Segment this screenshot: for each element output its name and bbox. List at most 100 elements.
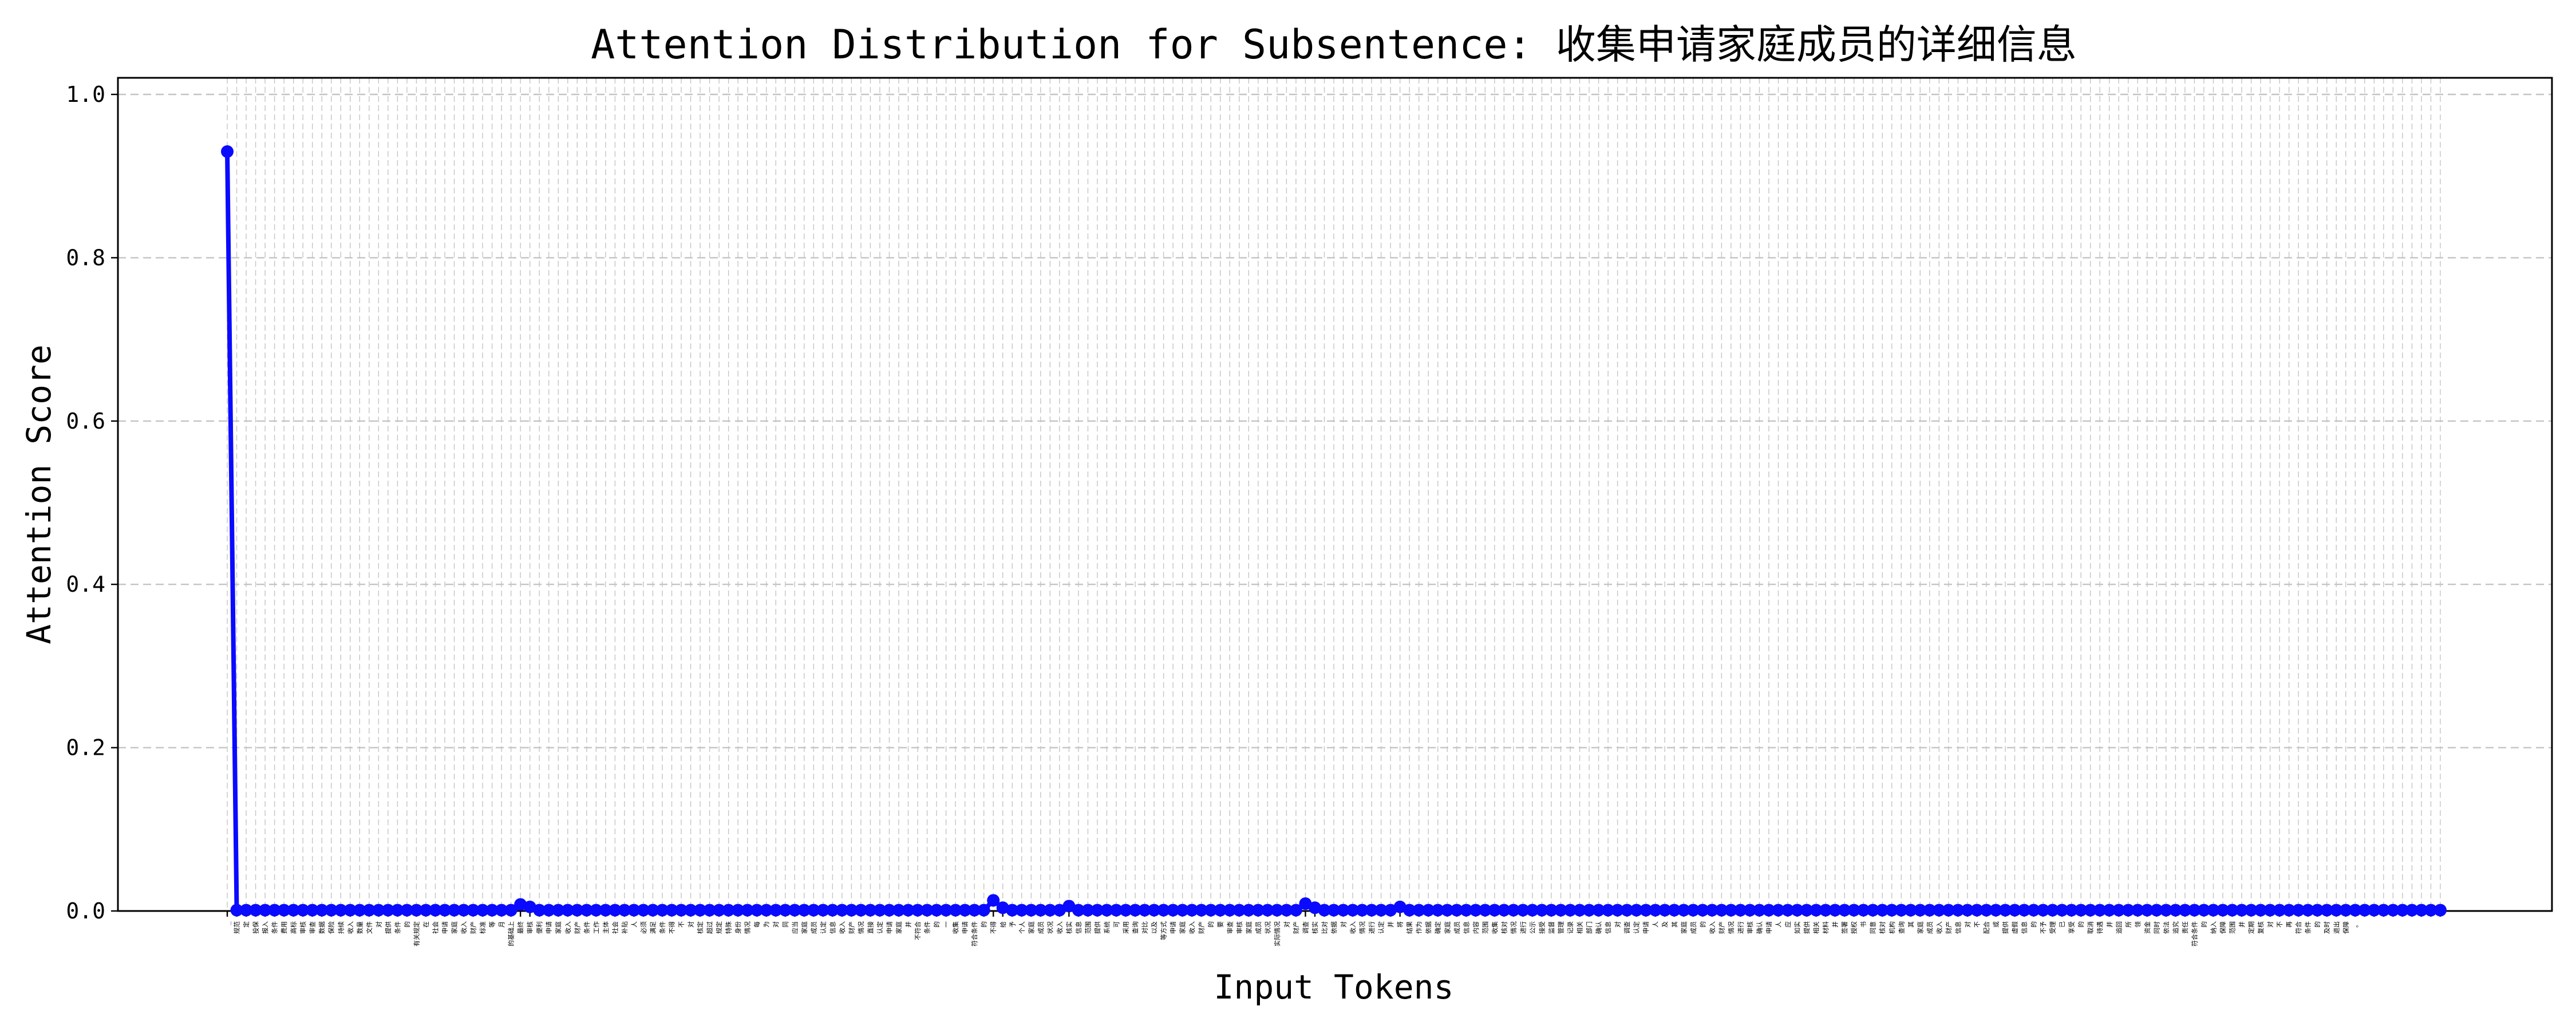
x-tick-label: 对 <box>1282 921 1290 928</box>
data-point <box>2434 904 2447 917</box>
data-point <box>2197 904 2210 917</box>
x-tick-label: 收集 <box>951 921 959 934</box>
x-tick-label: 同意 <box>1869 921 1877 934</box>
data-point <box>2387 904 2400 917</box>
x-tick-label: 申请 <box>886 921 893 934</box>
data-point <box>1516 904 1530 917</box>
x-tick-label: 取消 <box>2087 921 2095 934</box>
data-point <box>1195 904 1208 917</box>
data-point <box>306 904 319 917</box>
x-tick-label: 核定 <box>696 921 704 934</box>
data-point <box>542 904 555 917</box>
data-point <box>571 904 584 917</box>
x-tick-label: 对 <box>1963 921 1971 928</box>
data-point <box>911 904 924 917</box>
data-point <box>779 904 792 917</box>
x-tick-label: 配合 <box>1982 921 1990 934</box>
data-point <box>1129 904 1142 917</box>
x-tick-label: 情况 <box>744 921 752 934</box>
x-tick-label: 标准 <box>479 921 487 934</box>
data-point <box>1592 904 1605 917</box>
x-tick-label: 对 <box>1614 921 1622 928</box>
data-point <box>1214 904 1227 917</box>
data-point <box>2226 904 2239 917</box>
x-tick-label: 信息 <box>1074 921 1082 934</box>
x-tick-label: 特殊 <box>725 921 733 934</box>
data-point <box>1554 904 1567 917</box>
x-tick-label: 家庭 <box>554 921 562 934</box>
data-point <box>1356 904 1369 917</box>
y-tick-label: 0.2 <box>66 735 105 760</box>
data-point <box>2320 904 2333 917</box>
data-point <box>2339 904 2352 917</box>
data-point <box>1507 904 1520 917</box>
x-tick-label: 应当 <box>791 921 799 934</box>
data-point <box>2358 904 2371 917</box>
x-tick-label: 审核 <box>1746 921 1754 934</box>
x-tick-label: 收入 <box>1935 921 1943 934</box>
data-point <box>1053 904 1066 917</box>
x-tick-label: 补贴 <box>621 921 629 934</box>
data-point <box>1148 904 1161 917</box>
x-tick-label: 社会 <box>611 921 619 934</box>
data-point <box>1724 904 1737 917</box>
data-point <box>552 904 565 917</box>
data-point <box>1800 904 1814 917</box>
data-point <box>476 904 489 917</box>
x-tick-label: 符合条件 <box>2190 921 2198 946</box>
x-tick-label: 家庭 <box>895 921 903 934</box>
x-tick-label: 的 <box>2077 921 2085 928</box>
x-tick-label: 成员 <box>810 921 817 934</box>
data-point <box>467 904 480 917</box>
data-point <box>1488 904 1501 917</box>
data-point <box>2037 904 2050 917</box>
data-point <box>1639 904 1653 917</box>
data-point <box>2368 904 2381 917</box>
x-tick-label: 签署 <box>1840 921 1848 934</box>
y-tick-label: 0.0 <box>66 898 105 924</box>
data-point <box>788 904 801 917</box>
data-point <box>2301 904 2314 917</box>
x-tick-label: 并 <box>904 921 912 928</box>
data-point <box>315 904 329 917</box>
x-tick-label: 并 <box>2105 921 2113 928</box>
x-tick-label: 在 <box>422 921 430 928</box>
x-tick-label: 并 <box>1831 921 1839 928</box>
data-point <box>1677 904 1690 917</box>
x-tick-label: 收入 <box>1188 921 1196 934</box>
data-point <box>1544 904 1558 917</box>
x-tick-label: 认定 <box>1377 921 1385 934</box>
x-axis: _ 规范定投保 报入 条件 费用 高标 审核 审查 数据 保险 持续 收入 数量 文件对提供 条件的有关规定… <box>224 911 2441 946</box>
x-tick-label: 申请 <box>1642 921 1650 934</box>
data-point <box>561 904 574 917</box>
data-point <box>741 904 754 917</box>
data-point <box>1602 904 1615 917</box>
x-tick-label: 授权 <box>1850 921 1858 934</box>
x-tick-label: 不得 <box>669 921 676 934</box>
data-point <box>1980 904 1993 917</box>
x-tick-label: 申请 <box>441 921 449 934</box>
x-tick-label: 信息 <box>828 921 836 934</box>
data-point <box>1204 904 1218 917</box>
x-tick-label: 调查 <box>1301 921 1309 934</box>
data-point <box>703 904 716 917</box>
data-point <box>391 904 404 917</box>
x-tick-label: 不得 <box>990 921 997 934</box>
x-tick-label: 申请 <box>962 921 969 934</box>
x-tick-label: 不予 <box>2040 921 2047 934</box>
x-tick-label: 确认 <box>1595 921 1603 934</box>
data-point <box>249 904 262 917</box>
x-tick-label: 对 <box>2266 921 2274 928</box>
x-tick-label: 比对 <box>1320 921 1328 934</box>
x-tick-label: 超过 <box>706 921 714 934</box>
x-tick-label: 信息 <box>1462 921 1470 934</box>
data-point <box>381 904 394 917</box>
data-point <box>2282 904 2296 917</box>
x-tick-label: 核实 <box>1065 921 1073 934</box>
data-point <box>1828 904 1842 917</box>
data-point <box>1318 904 1331 917</box>
x-tick-label: 的基础上 <box>507 921 515 946</box>
data-point <box>495 904 508 917</box>
x-tick-label: 费用 <box>280 921 288 934</box>
